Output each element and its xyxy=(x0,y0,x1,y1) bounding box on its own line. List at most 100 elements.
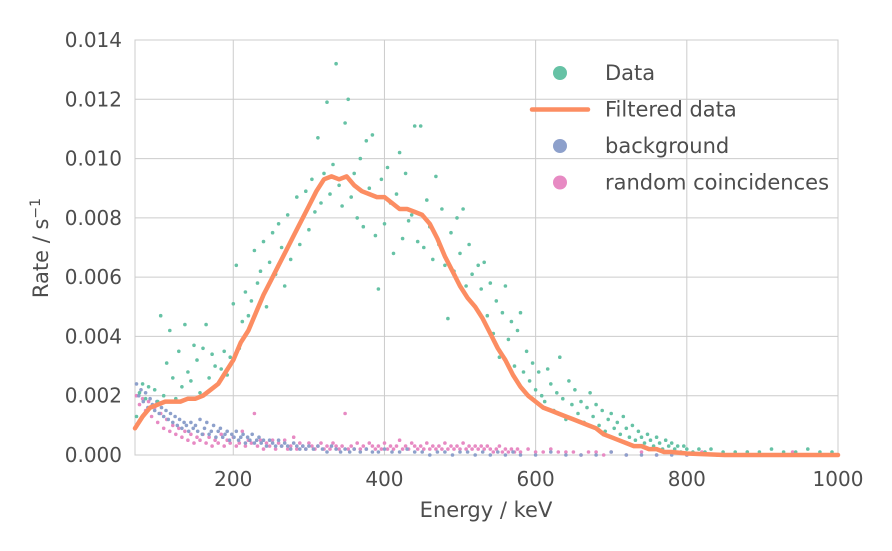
data-point xyxy=(561,396,565,401)
data-point xyxy=(137,393,141,398)
data-point xyxy=(358,447,363,451)
data-point xyxy=(443,450,447,454)
data-point xyxy=(171,423,175,428)
data-point xyxy=(503,284,508,288)
data-point xyxy=(343,447,347,451)
data-point xyxy=(337,447,341,451)
data-point xyxy=(259,441,264,445)
data-point xyxy=(382,447,387,451)
data-point xyxy=(161,426,166,431)
data-point xyxy=(228,441,232,445)
data-point xyxy=(376,450,381,454)
series-filtered-data xyxy=(132,174,841,458)
data-point xyxy=(328,447,332,451)
data-point xyxy=(307,441,311,445)
data-point xyxy=(134,414,139,419)
data-point xyxy=(594,402,598,407)
data-point xyxy=(556,450,561,454)
data-point xyxy=(571,450,576,454)
data-point xyxy=(506,337,511,342)
data-point xyxy=(189,420,193,425)
data-point xyxy=(479,287,484,291)
data-point xyxy=(329,444,334,448)
data-point xyxy=(555,391,559,395)
data-point xyxy=(137,391,142,395)
data-point xyxy=(325,450,329,454)
data-point xyxy=(134,382,139,386)
data-point xyxy=(239,435,243,440)
data-point xyxy=(346,97,351,102)
data-point xyxy=(141,399,146,404)
data-point xyxy=(443,441,447,445)
data-point xyxy=(437,444,441,448)
data-point xyxy=(264,441,269,445)
data-point xyxy=(298,441,302,445)
data-point xyxy=(157,411,161,416)
data-point xyxy=(171,376,175,380)
y-axis-label-text: Rate / s xyxy=(29,219,53,299)
data-point xyxy=(539,393,544,398)
data-point xyxy=(240,319,245,324)
data-point xyxy=(295,447,299,451)
data-point xyxy=(186,438,190,443)
data-point xyxy=(200,432,205,437)
data-point xyxy=(186,370,190,374)
data-point xyxy=(373,447,378,451)
data-point xyxy=(585,405,589,410)
x-axis-label: Energy / keV xyxy=(420,498,553,522)
data-point xyxy=(394,192,399,196)
data-point xyxy=(264,305,269,309)
data-point xyxy=(210,444,214,448)
x-tick-label: 800 xyxy=(668,467,706,491)
data-point xyxy=(370,133,375,137)
legend-item: background xyxy=(553,134,729,158)
data-point xyxy=(191,426,195,431)
data-point xyxy=(174,432,178,437)
data-point xyxy=(403,444,408,448)
data-point xyxy=(412,124,417,128)
data-point xyxy=(769,447,774,451)
data-point xyxy=(355,441,360,445)
data-point xyxy=(642,441,647,445)
data-point xyxy=(485,444,490,448)
data-point xyxy=(657,441,662,445)
data-point xyxy=(168,429,172,434)
data-point xyxy=(164,408,168,413)
data-point xyxy=(391,447,396,451)
data-point xyxy=(494,299,499,303)
data-point xyxy=(364,447,369,451)
data-point xyxy=(291,441,296,445)
data-point xyxy=(288,444,293,448)
data-point xyxy=(211,423,216,428)
data-point xyxy=(139,388,143,392)
data-point xyxy=(258,438,263,443)
data-point xyxy=(376,444,381,448)
data-point xyxy=(576,411,580,416)
data-point xyxy=(541,450,545,454)
data-point xyxy=(313,210,317,214)
data-point xyxy=(193,423,198,428)
data-point xyxy=(276,441,281,445)
data-point xyxy=(482,447,487,451)
data-point xyxy=(467,242,471,247)
data-point xyxy=(542,399,547,404)
data-point xyxy=(243,290,248,294)
data-point xyxy=(164,361,169,365)
data-point xyxy=(464,284,468,288)
data-point xyxy=(425,198,429,202)
data-point xyxy=(511,450,515,454)
data-point xyxy=(282,284,287,288)
data-point xyxy=(446,447,450,451)
data-point xyxy=(201,346,205,351)
data-point xyxy=(524,349,529,354)
data-point xyxy=(526,447,530,451)
data-point xyxy=(515,328,520,333)
data-point xyxy=(434,174,438,179)
data-point xyxy=(237,441,242,445)
data-point xyxy=(304,447,308,451)
data-point xyxy=(518,450,523,454)
tick-labels: 200 400 600 800 1000 0.000 0.002 0.004 0.006 0.00… xyxy=(65,28,864,491)
data-point xyxy=(446,316,450,321)
data-point xyxy=(316,136,320,140)
data-point xyxy=(331,441,335,445)
